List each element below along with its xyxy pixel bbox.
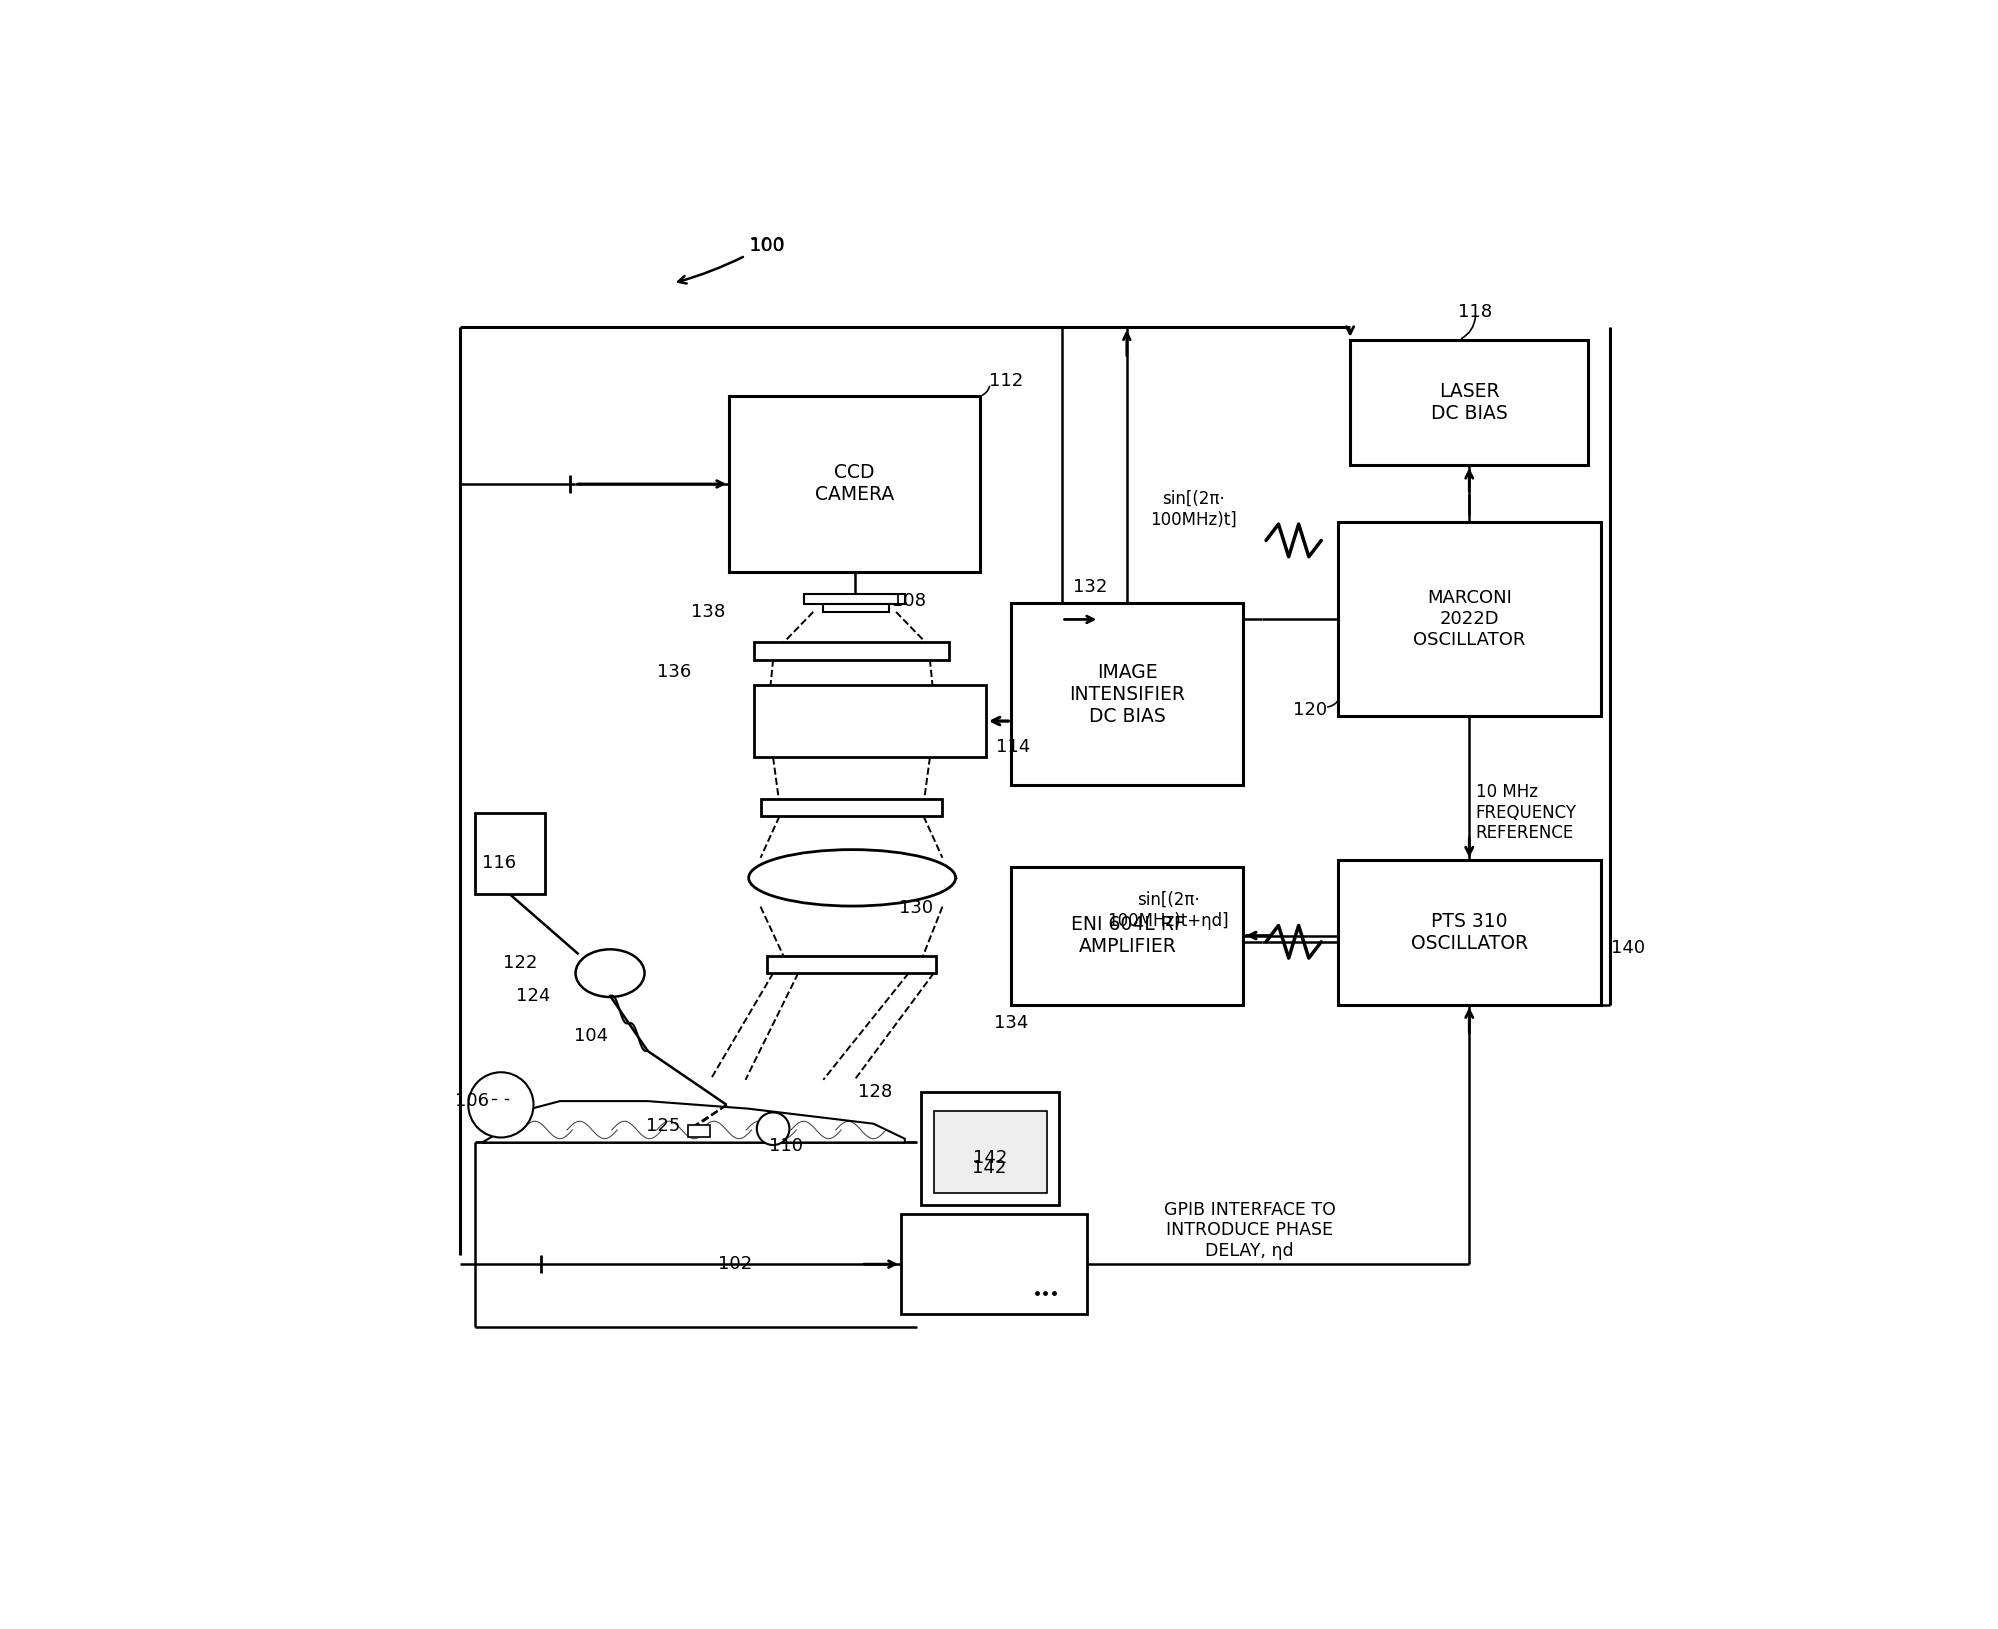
Text: 100: 100 [749,236,785,256]
Text: 130: 130 [899,899,933,917]
Text: PTS 310
OSCILLATOR: PTS 310 OSCILLATOR [1411,912,1528,953]
Text: 138: 138 [691,603,725,621]
Text: 122: 122 [503,955,537,973]
Bar [1351,340,1588,466]
Text: ENI 604L RF
AMPLIFIER: ENI 604L RF AMPLIFIER [1071,915,1185,956]
Text: 124: 124 [515,987,549,1005]
Text: 142: 142 [971,1158,1007,1176]
Text: IMAGE
INTENSIFIER
DC BIAS: IMAGE INTENSIFIER DC BIAS [1069,663,1185,725]
Text: 110: 110 [769,1137,803,1155]
Text: 102: 102 [719,1256,753,1274]
Text: 112: 112 [989,371,1023,389]
Bar [805,595,905,604]
Circle shape [468,1072,533,1137]
Text: sin[(2π·
100MHz)t+ηd]: sin[(2π· 100MHz)t+ηd] [1107,891,1229,930]
Polygon shape [476,813,545,894]
Circle shape [757,1113,789,1145]
Text: 136: 136 [657,663,691,681]
FancyArrow shape [811,596,899,603]
Text: 100: 100 [749,236,783,254]
Bar [755,642,949,660]
Bar [687,1126,711,1137]
Text: 10 MHz
FREQUENCY
REFERENCE: 10 MHz FREQUENCY REFERENCE [1477,784,1576,842]
Text: 132: 132 [1073,578,1107,596]
Text: 118: 118 [1459,303,1493,321]
Bar [761,798,943,816]
Bar [1337,860,1600,1005]
Bar [729,396,981,572]
Bar [921,1093,1059,1205]
Text: LASER
DC BIAS: LASER DC BIAS [1431,381,1508,424]
Text: 116: 116 [482,854,515,872]
Bar [823,604,889,613]
Text: 114: 114 [997,738,1031,756]
Text: 134: 134 [995,1015,1029,1033]
Text: 125: 125 [645,1117,679,1135]
Bar [1011,603,1243,785]
Text: 120: 120 [1293,700,1327,718]
Bar [901,1214,1087,1315]
Text: 128: 128 [859,1083,893,1101]
Ellipse shape [575,950,645,997]
Bar [755,684,987,757]
Text: 108: 108 [893,591,927,609]
Bar [767,956,937,973]
Text: 104: 104 [573,1026,607,1044]
Text: CCD
CAMERA: CCD CAMERA [815,464,895,505]
Text: 140: 140 [1610,938,1644,958]
Text: MARCONI
2022D
OSCILLATOR: MARCONI 2022D OSCILLATOR [1413,590,1524,648]
Text: 142: 142 [973,1148,1007,1166]
Text: 106: 106 [456,1091,490,1109]
Bar [933,1111,1047,1192]
Text: GPIB INTERFACE TO
INTRODUCE PHASE
DELAY, ηd: GPIB INTERFACE TO INTRODUCE PHASE DELAY,… [1163,1201,1337,1261]
Polygon shape [482,1101,905,1142]
Bar [1337,521,1600,717]
Text: sin[(2π·
100MHz)t]: sin[(2π· 100MHz)t] [1151,490,1237,528]
Ellipse shape [749,850,955,906]
Bar [1011,867,1243,1005]
